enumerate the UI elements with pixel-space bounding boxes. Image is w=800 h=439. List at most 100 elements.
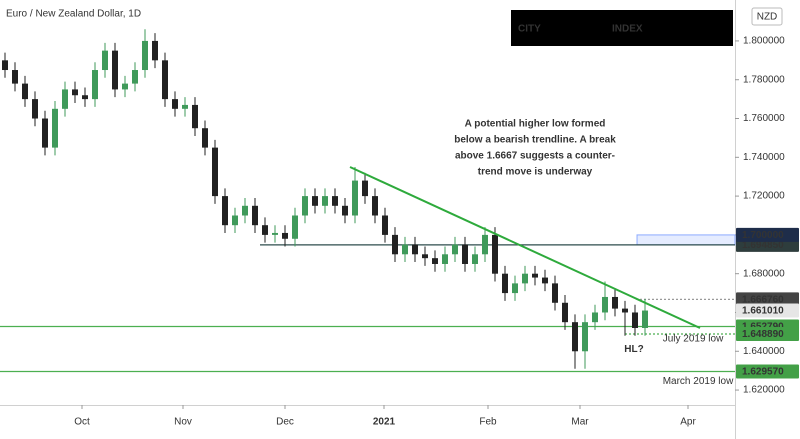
candle-body — [572, 322, 578, 352]
currency-label: NZD — [757, 12, 778, 23]
candle-body — [102, 50, 108, 71]
candle-body — [202, 128, 208, 148]
candle-body — [562, 302, 568, 323]
candle-body — [292, 215, 298, 239]
candle-body — [2, 60, 8, 71]
candle-body — [92, 70, 98, 100]
trendline — [349, 166, 701, 329]
candle-body — [212, 147, 218, 197]
candle-body — [402, 244, 408, 255]
price-tag-label: 1.700000 — [742, 230, 784, 241]
candle-body — [172, 99, 178, 109]
candle-body — [412, 244, 418, 255]
candle-body — [122, 83, 128, 90]
x-tick-label: Mar — [571, 417, 589, 428]
price-tag-label: 1.666760 — [742, 295, 784, 306]
logo-box — [511, 10, 733, 46]
candle-body — [492, 234, 498, 274]
hl-note: HL? — [624, 344, 643, 355]
x-tick-label: Nov — [174, 417, 192, 428]
candle-body — [522, 273, 528, 284]
candle-body — [302, 196, 308, 216]
x-tick-label: Oct — [74, 417, 90, 428]
x-tick-label: Dec — [276, 417, 294, 428]
y-tick-label: 1.800000 — [743, 36, 785, 47]
y-tick-label: 1.720000 — [743, 191, 785, 202]
candle-body — [272, 232, 278, 235]
candle-body — [582, 322, 588, 352]
logo-city: CITY — [518, 24, 541, 35]
candle-body — [82, 95, 88, 100]
candle-body — [552, 283, 558, 303]
price-tag-label: 1.661010 — [742, 306, 784, 317]
candle-body — [322, 196, 328, 206]
candle-body — [112, 50, 118, 90]
candle-body — [182, 104, 188, 109]
candle-body — [472, 254, 478, 264]
price-tag — [736, 292, 799, 307]
resistance-zone — [636, 234, 736, 246]
y-tick-label: 1.740000 — [743, 152, 785, 163]
annotation-line: below a bearish trendline. A break — [454, 135, 616, 146]
x-tick-label: 2021 — [373, 417, 396, 428]
candle-body — [602, 296, 608, 313]
candle-body — [32, 99, 38, 119]
annotation-line: trend move is underway — [478, 167, 593, 178]
candle-body — [132, 70, 138, 84]
y-tick-label: 1.620000 — [743, 385, 785, 396]
candle-body — [532, 273, 538, 278]
price-tag-label: 1.629570 — [742, 367, 784, 378]
candle-body — [542, 277, 548, 284]
x-tick-label: Apr — [680, 417, 696, 428]
candle-body — [332, 196, 338, 206]
price-tag — [736, 364, 799, 379]
candle-body — [442, 254, 448, 264]
price-tag — [736, 327, 799, 342]
candle-body — [642, 310, 648, 328]
candle-body — [62, 89, 68, 109]
candle-body — [422, 254, 428, 259]
candle-body — [592, 312, 598, 323]
candle-body — [362, 180, 368, 197]
candle-body — [622, 308, 628, 313]
candle-body — [142, 40, 148, 71]
candle-body — [512, 283, 518, 294]
price-tag — [736, 227, 799, 242]
candle-body — [612, 296, 618, 309]
currency-box — [751, 7, 783, 26]
candle-body — [22, 83, 28, 100]
candle-body — [462, 244, 468, 264]
candle-body — [392, 234, 398, 255]
candle-body — [352, 180, 358, 216]
y-tick-label: 1.780000 — [743, 74, 785, 85]
logo-index: INDEX — [612, 24, 643, 35]
chart-title: Euro / New Zealand Dollar, 1D — [6, 9, 141, 20]
candle-body — [632, 312, 638, 328]
candle-body — [42, 118, 48, 148]
price-tag — [736, 303, 799, 318]
candle-body — [372, 196, 378, 216]
candle-body — [342, 205, 348, 216]
price-tag-label: 1.648890 — [742, 329, 784, 340]
candle-body — [312, 196, 318, 206]
x-tick-label: Feb — [479, 417, 497, 428]
candle-body — [282, 232, 288, 239]
candle-body — [222, 196, 228, 226]
annotation-line: A potential higher low formed — [465, 119, 606, 130]
y-tick-label: 1.640000 — [743, 346, 785, 357]
y-tick-label: 1.760000 — [743, 113, 785, 124]
candle-body — [242, 205, 248, 216]
candle-body — [262, 225, 268, 235]
candle-body — [252, 205, 258, 226]
price-tag-label: 1.694850 — [742, 240, 784, 251]
candle-body — [452, 244, 458, 255]
level-note: July 2019 low — [663, 333, 724, 344]
annotation-line: above 1.6667 suggests a counter- — [455, 151, 615, 162]
candle-body — [192, 104, 198, 129]
candle-body — [52, 108, 58, 148]
candle-body — [162, 60, 168, 100]
level-note: March 2019 low — [663, 376, 734, 387]
candle-body — [382, 215, 388, 235]
candle-body — [152, 40, 158, 61]
